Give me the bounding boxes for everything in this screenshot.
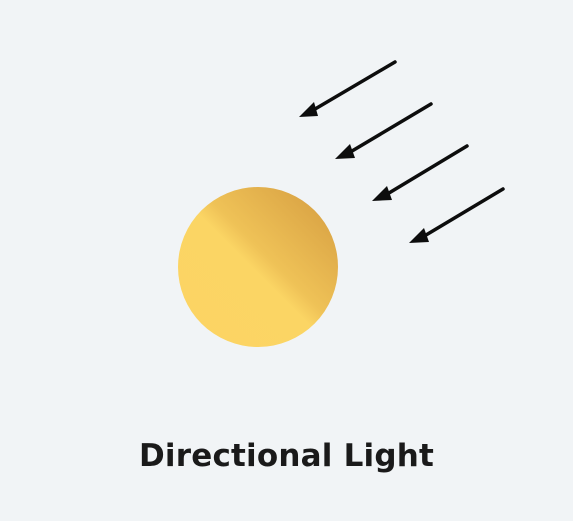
light-ray-arrow-icon — [335, 102, 433, 159]
diagram-caption: Directional Light — [138, 438, 435, 474]
light-ray-arrows — [299, 60, 505, 243]
light-ray-arrow-icon — [372, 144, 469, 201]
light-ray-arrow-icon — [409, 187, 505, 243]
light-ray-arrow-icon — [299, 60, 397, 117]
sun-sphere-icon — [178, 187, 338, 347]
